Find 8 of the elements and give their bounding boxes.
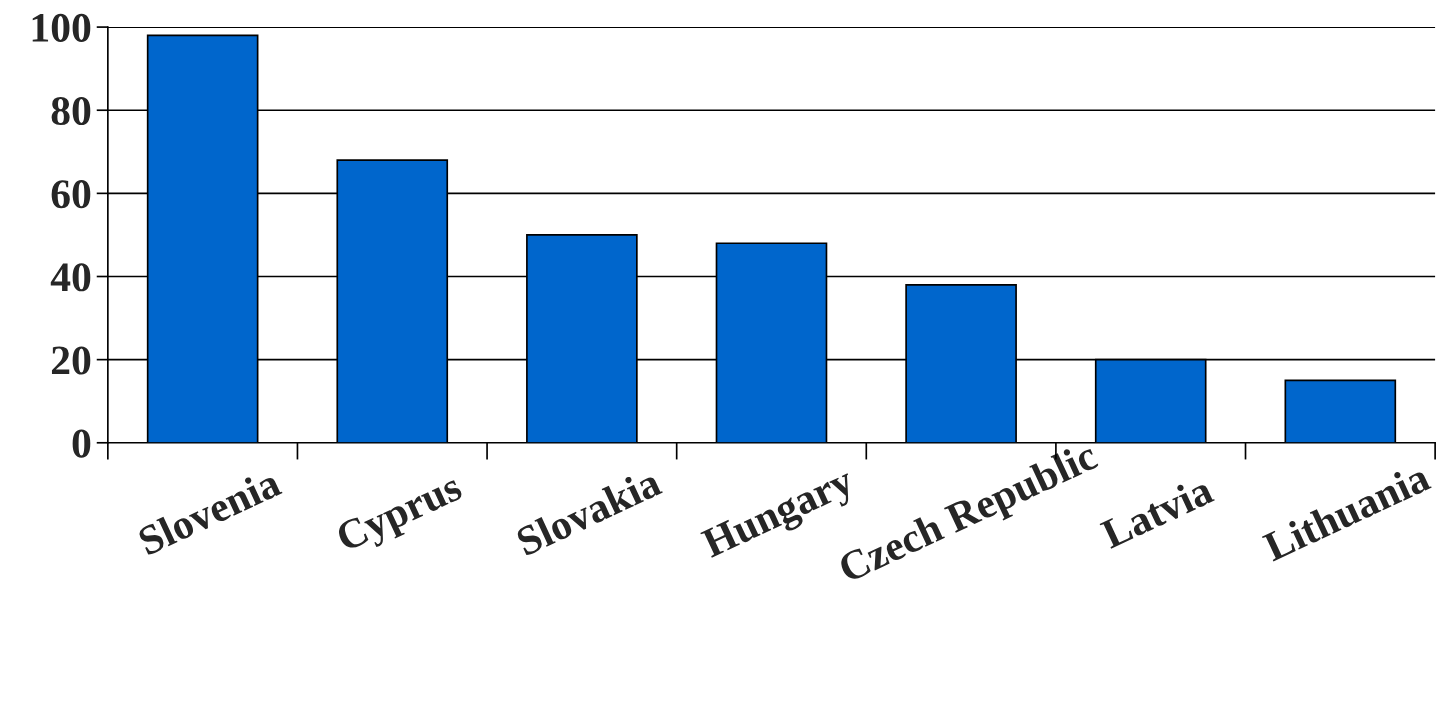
x-tick-label: Latvia [1098,474,1215,550]
y-tick-label: 0 [72,429,91,458]
y-tick-label: 100 [32,13,91,42]
y-tick-label: 80 [51,96,91,126]
y-tick-label: 60 [51,180,91,209]
x-tick-label: Cyprus [334,471,468,560]
y-tick-label: 20 [51,346,91,375]
y-tick-label: 40 [50,263,91,292]
